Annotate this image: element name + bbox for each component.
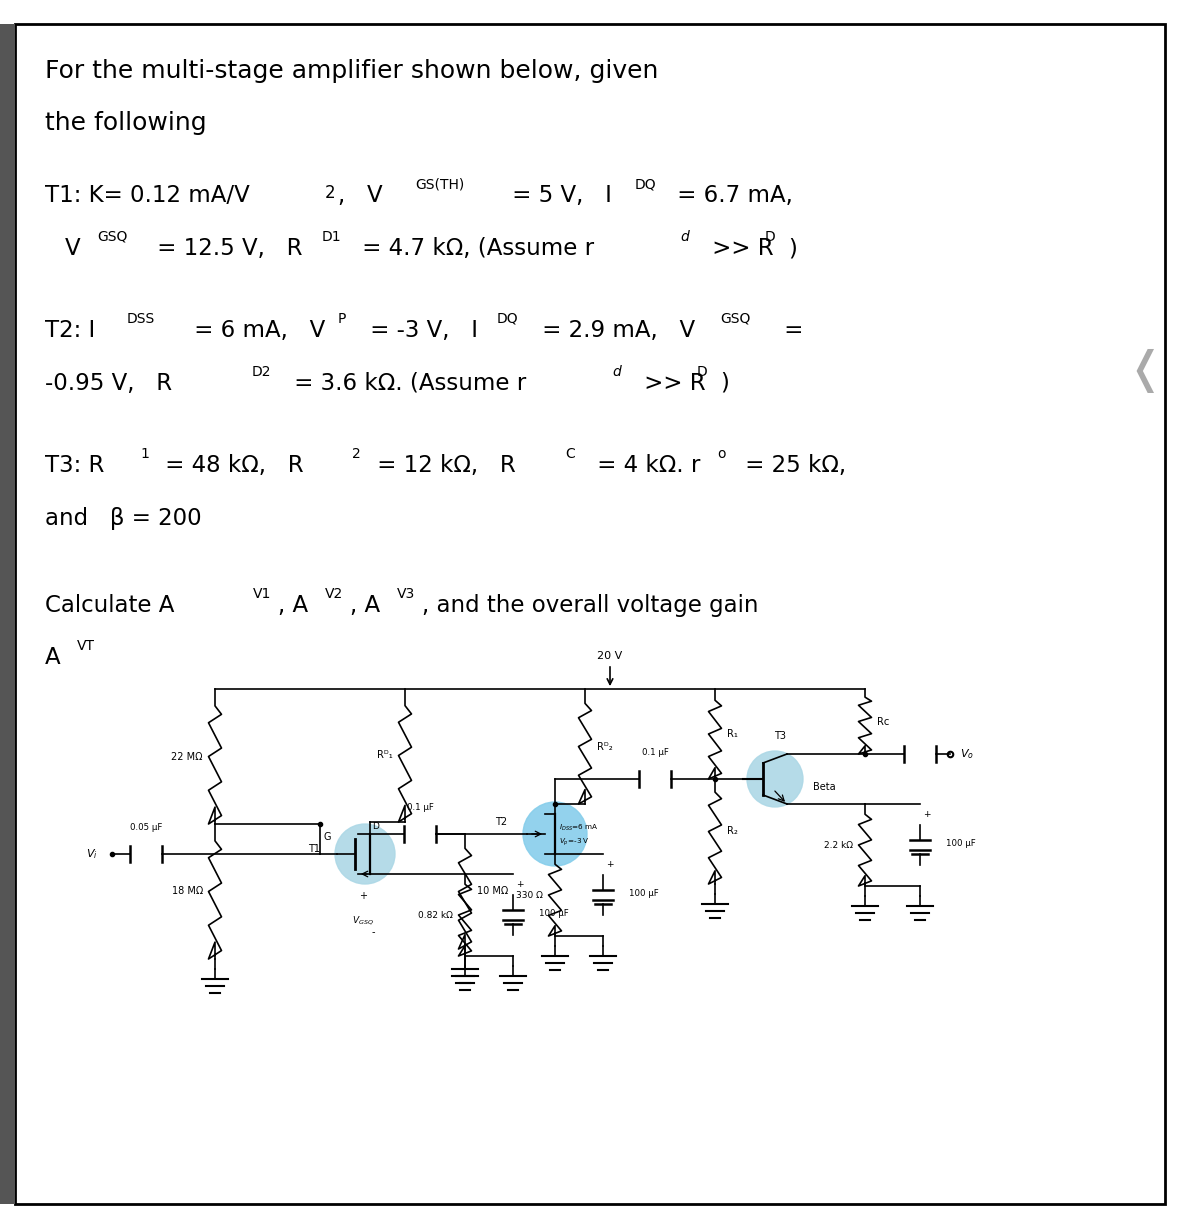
Text: = 48 kΩ,   R: = 48 kΩ, R	[158, 454, 304, 477]
Text: R₁: R₁	[727, 728, 738, 739]
Text: Rᴰ₂: Rᴰ₂	[598, 742, 613, 751]
Text: 330 Ω: 330 Ω	[516, 891, 542, 900]
Text: Beta: Beta	[814, 782, 835, 792]
Text: 0.82 kΩ: 0.82 kΩ	[418, 910, 454, 919]
Text: ): )	[788, 237, 797, 260]
Text: D1: D1	[322, 229, 342, 244]
Text: C: C	[565, 447, 575, 461]
Text: 22 MΩ: 22 MΩ	[172, 751, 203, 761]
Text: T1: K= 0.12 mA/V: T1: K= 0.12 mA/V	[46, 185, 250, 208]
Circle shape	[523, 802, 587, 866]
Text: = 2.9 mA,   V: = 2.9 mA, V	[535, 319, 695, 342]
Text: 2.2 kΩ: 2.2 kΩ	[824, 840, 853, 850]
Text: ,   V: , V	[338, 185, 383, 208]
Text: ❬: ❬	[1127, 348, 1164, 393]
Text: T3: R: T3: R	[46, 454, 104, 477]
Text: = 12.5 V,   R: = 12.5 V, R	[150, 237, 302, 260]
Text: 20 V: 20 V	[598, 651, 623, 660]
Text: Rᴰ₁: Rᴰ₁	[377, 750, 394, 760]
Text: VT: VT	[77, 639, 95, 653]
FancyBboxPatch shape	[14, 24, 1165, 1204]
Text: V: V	[65, 237, 80, 260]
Bar	[0, 24, 14, 1204]
Text: 2: 2	[352, 447, 361, 461]
Text: 100 μF: 100 μF	[946, 839, 976, 847]
Text: D: D	[697, 365, 708, 379]
Text: = 3.6 kΩ. (Assume r: = 3.6 kΩ. (Assume r	[287, 371, 527, 395]
Text: DQ: DQ	[497, 312, 518, 327]
Text: D2: D2	[252, 365, 271, 379]
Text: V2: V2	[325, 588, 343, 601]
Text: A: A	[46, 646, 61, 669]
Text: 1: 1	[140, 447, 149, 461]
Text: G: G	[324, 832, 331, 843]
Text: ): )	[720, 371, 728, 395]
Text: 10 MΩ: 10 MΩ	[478, 886, 509, 896]
Text: d: d	[612, 365, 620, 379]
Text: V3: V3	[397, 588, 415, 601]
Text: the following: the following	[46, 110, 206, 135]
Text: $I_{DSS}$=6 mA: $I_{DSS}$=6 mA	[559, 823, 599, 833]
Text: = 6 mA,   V: = 6 mA, V	[187, 319, 325, 342]
Text: 100 μF: 100 μF	[629, 889, 659, 897]
Text: GSQ: GSQ	[720, 312, 750, 327]
Text: -: -	[371, 927, 374, 937]
Text: T1: T1	[308, 844, 320, 853]
Text: , A: , A	[278, 594, 308, 617]
Text: $V_i$: $V_i$	[86, 847, 98, 861]
Text: V1: V1	[253, 588, 271, 601]
Text: =: =	[778, 319, 803, 342]
Text: +: +	[359, 891, 367, 901]
Text: Calculate A: Calculate A	[46, 594, 174, 617]
Text: 0.1 μF: 0.1 μF	[407, 802, 433, 812]
Text: d: d	[680, 229, 689, 244]
Text: DSS: DSS	[127, 312, 155, 327]
Text: For the multi-stage amplifier shown below, given: For the multi-stage amplifier shown belo…	[46, 59, 659, 83]
Text: Rᴄ: Rᴄ	[877, 716, 889, 726]
Text: T3: T3	[774, 731, 786, 741]
Text: 0.1 μF: 0.1 μF	[642, 748, 668, 758]
Text: T2: T2	[494, 817, 508, 827]
Text: , and the overall voltage gain: , and the overall voltage gain	[422, 594, 758, 617]
Text: = 6.7 mA,: = 6.7 mA,	[670, 185, 793, 208]
Text: = 5 V,   I: = 5 V, I	[505, 185, 612, 208]
Text: o: o	[718, 447, 726, 461]
Text: >> R: >> R	[637, 371, 706, 395]
Text: +: +	[923, 810, 930, 819]
Text: , A: , A	[350, 594, 380, 617]
Text: +: +	[606, 860, 613, 869]
Text: $V_p$=-3 V: $V_p$=-3 V	[559, 836, 590, 847]
Text: -0.95 V,   R: -0.95 V, R	[46, 371, 172, 395]
Text: = 4.7 kΩ, (Assume r: = 4.7 kΩ, (Assume r	[355, 237, 594, 260]
Circle shape	[746, 751, 803, 807]
Text: GSQ: GSQ	[97, 229, 127, 244]
Text: D: D	[372, 822, 379, 832]
Text: >> R: >> R	[706, 237, 774, 260]
Text: R₂: R₂	[727, 827, 738, 836]
Text: DQ: DQ	[635, 177, 656, 191]
Text: D: D	[766, 229, 775, 244]
Text: = -3 V,   I: = -3 V, I	[364, 319, 478, 342]
Text: = 12 kΩ,   R: = 12 kΩ, R	[370, 454, 516, 477]
Text: 100 μF: 100 μF	[539, 908, 569, 918]
Circle shape	[335, 824, 395, 884]
Text: GS(TH): GS(TH)	[415, 177, 464, 191]
Text: 18 MΩ: 18 MΩ	[172, 886, 203, 896]
Text: P: P	[338, 312, 347, 327]
Text: 2: 2	[325, 185, 336, 202]
Text: and   β = 200: and β = 200	[46, 507, 202, 531]
Text: = 4 kΩ. r: = 4 kΩ. r	[590, 454, 701, 477]
Text: T2: I: T2: I	[46, 319, 95, 342]
Text: +: +	[516, 880, 523, 889]
Text: = 25 kΩ,: = 25 kΩ,	[738, 454, 846, 477]
Text: 0.05 μF: 0.05 μF	[130, 823, 162, 832]
Text: $V_{GSQ}$: $V_{GSQ}$	[352, 914, 374, 926]
Text: $V_o$: $V_o$	[960, 747, 974, 761]
